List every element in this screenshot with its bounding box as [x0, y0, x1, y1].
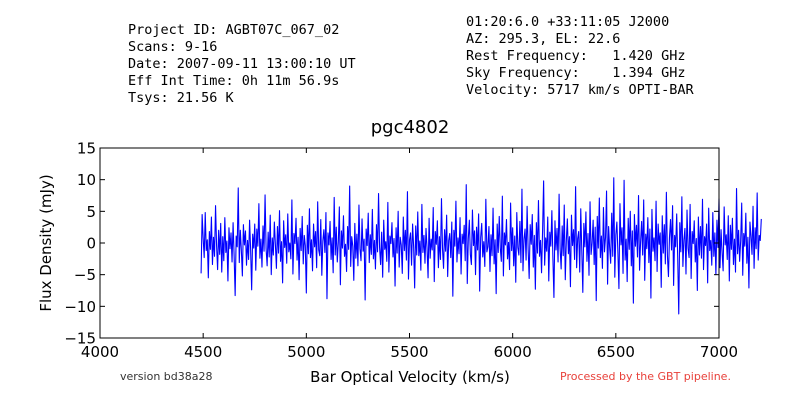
x-tick-label: 4000	[81, 343, 119, 361]
header-rest-frequency: Rest Frequency: 1.420 GHz	[466, 48, 686, 64]
header-project-id: Project ID: AGBT07C_067_02	[128, 22, 340, 38]
y-tick-label: 15	[77, 140, 96, 158]
y-tick-label: −15	[64, 330, 96, 348]
version-note: version bd38a28	[120, 370, 213, 383]
y-tick-label: 0	[86, 235, 96, 253]
y-axis-label: Flux Density (mJy)	[37, 174, 55, 311]
ticks-layer: 4000 4500 5000 5500 6000 6500 7000 −15 −10 −5 0 5 10…	[64, 140, 738, 362]
x-axis-label: Bar Optical Velocity (km/s)	[310, 368, 510, 386]
chart-title: pgc4802	[371, 117, 450, 138]
x-tick-label: 7000	[700, 343, 738, 361]
pipeline-note: Processed by the GBT pipeline.	[560, 370, 731, 383]
header-scans: Scans: 9-16	[128, 39, 218, 55]
header-coordinates: 01:20:6.0 +33:11:05 J2000	[466, 14, 670, 30]
x-tick-label: 5500	[390, 343, 428, 361]
header-velocity: Velocity: 5717 km/s OPTI-BAR	[466, 82, 694, 98]
plot-layer	[200, 177, 762, 315]
header-eff-int-time: Eff Int Time: 0h 11m 56.9s	[128, 73, 340, 89]
y-tick-label: −10	[64, 298, 96, 316]
header-az-el: AZ: 295.3, EL: 22.6	[466, 31, 621, 47]
y-tick-label: 10	[77, 171, 96, 189]
header-sky-frequency: Sky Frequency: 1.394 GHz	[466, 65, 686, 81]
spectrum-series-line	[200, 177, 762, 315]
x-tick-label: 6500	[597, 343, 635, 361]
y-tick-label: 5	[86, 203, 96, 221]
header-tsys: Tsys: 21.56 K	[128, 90, 234, 106]
x-tick-label: 4500	[184, 343, 222, 361]
header-date: Date: 2007-09-11 13:00:10 UT	[128, 56, 356, 72]
x-tick-label: 6000	[494, 343, 532, 361]
y-tick-label: −5	[74, 266, 96, 284]
x-tick-label: 5000	[287, 343, 325, 361]
